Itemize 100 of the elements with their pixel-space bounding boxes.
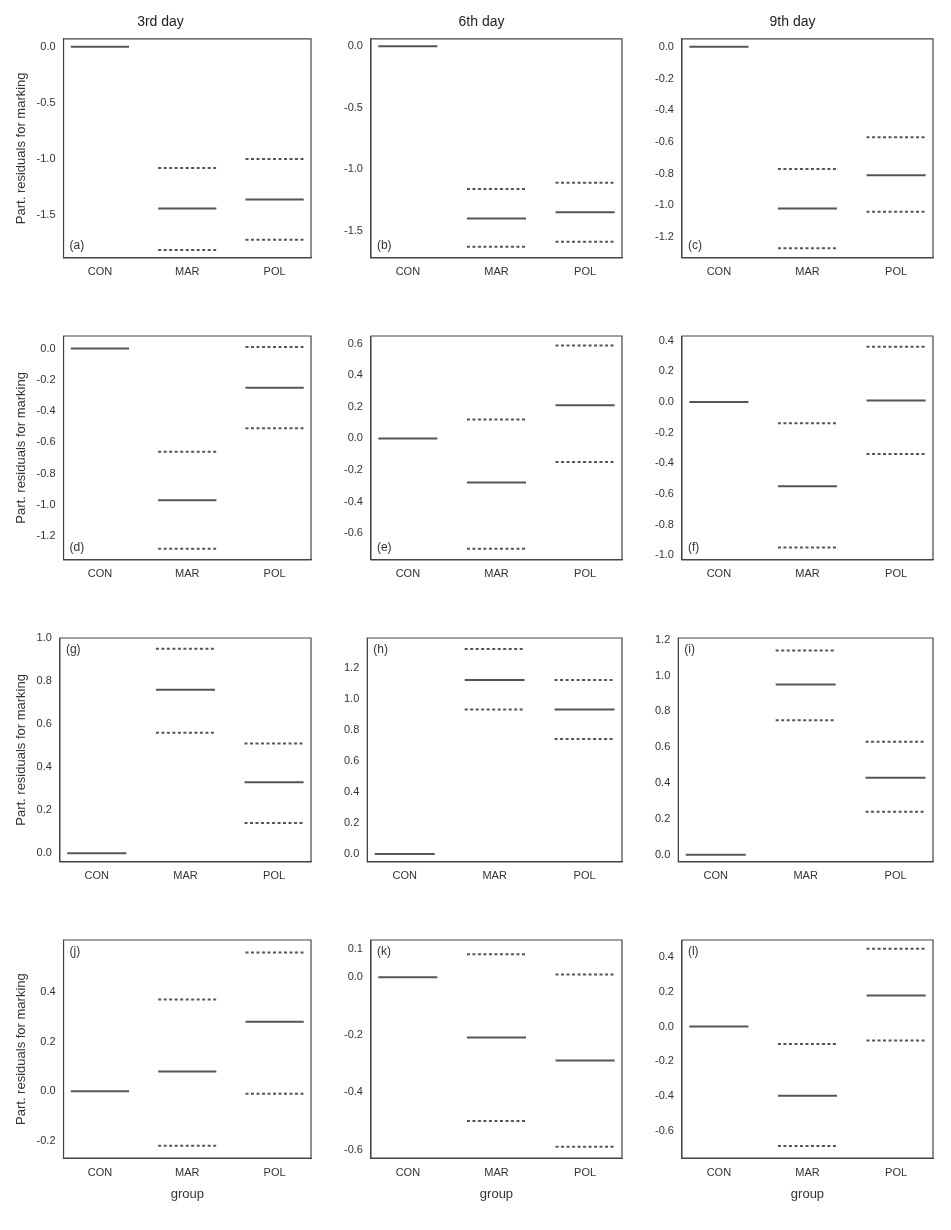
annotation: (d) — [69, 540, 85, 555]
chart-title: 3rd day — [137, 13, 184, 30]
x-tick-label: POL — [884, 869, 907, 882]
y-tick-label: -1.5 — [343, 223, 363, 236]
annotation: (j) — [69, 944, 81, 959]
x-tick-label: CON — [84, 869, 110, 882]
y-tick-label: 0.4 — [658, 333, 674, 346]
y-tick-label: 1.0 — [343, 691, 360, 704]
x-tick-label: MAR — [175, 265, 200, 278]
y-tick-label: -0.4 — [654, 103, 674, 116]
y-tick-label: 0.8 — [654, 704, 671, 717]
y-tick-label: -1.0 — [654, 548, 674, 561]
x-tick-label: CON — [706, 265, 732, 278]
x-tick-label: POL — [263, 567, 286, 580]
y-tick-label: 0.0 — [40, 39, 56, 52]
y-tick-label: 0.4 — [658, 950, 674, 963]
x-tick-label: CON — [395, 265, 421, 278]
y-tick-label: 0.0 — [347, 431, 363, 444]
x-tick-label: MAR — [484, 1165, 509, 1178]
x-tick-label: POL — [573, 869, 596, 882]
y-tick-label: 0.2 — [343, 815, 360, 828]
y-tick-label: 0.2 — [40, 1034, 56, 1047]
x-axis-title: group — [790, 1185, 825, 1201]
y-tick-label: -0.2 — [654, 425, 674, 438]
y-tick-label: -1.0 — [36, 152, 56, 164]
y-tick-label: -0.6 — [654, 486, 674, 499]
y-tick-label: 0.6 — [36, 717, 52, 730]
x-tick-label: CON — [395, 567, 421, 580]
y-tick-label: 0.2 — [654, 811, 671, 824]
y-axis-title: Part. residuals for marking — [13, 372, 29, 524]
y-axis-title: Part. residuals for marking — [13, 72, 29, 225]
y-tick-label: 0.2 — [347, 399, 363, 412]
x-tick-label: CON — [87, 1165, 113, 1178]
x-tick-label: POL — [574, 1165, 597, 1178]
y-axis-title: Part. residuals for marking — [13, 973, 29, 1125]
x-tick-label: MAR — [795, 567, 820, 580]
y-tick-label: 1.2 — [654, 632, 671, 645]
y-tick-label: 0.6 — [654, 740, 671, 753]
y-tick-label: 0.0 — [347, 39, 363, 52]
y-tick-label: -1.2 — [36, 529, 56, 542]
y-tick-label: -1.0 — [654, 198, 674, 211]
y-tick-label: -1.0 — [343, 162, 363, 175]
annotation: (g) — [65, 642, 81, 657]
y-tick-label: 0.1 — [347, 941, 363, 954]
x-axis-title: group — [479, 1185, 514, 1201]
y-tick-label: 0.4 — [343, 784, 360, 797]
y-tick-label: 0.2 — [658, 984, 674, 997]
y-tick-label: -0.8 — [36, 466, 56, 479]
x-tick-label: CON — [706, 1165, 732, 1178]
y-tick-label: -0.5 — [343, 100, 363, 113]
y-tick-label: 0.6 — [343, 753, 360, 766]
x-tick-label: CON — [87, 567, 113, 580]
y-tick-label: -0.8 — [654, 166, 674, 179]
y-tick-label: -0.4 — [343, 494, 363, 507]
x-tick-label: POL — [263, 265, 286, 278]
y-tick-label: 0.2 — [658, 364, 674, 377]
y-tick-label: 0.4 — [40, 985, 56, 998]
annotation: (b) — [376, 238, 392, 253]
x-tick-label: POL — [574, 567, 597, 580]
chart-title: 9th day — [769, 13, 816, 30]
x-tick-label: CON — [392, 869, 418, 882]
x-tick-label: POL — [885, 265, 908, 278]
x-tick-label: POL — [574, 265, 597, 278]
y-tick-label: 1.0 — [36, 631, 52, 644]
y-tick-label: 0.0 — [347, 970, 363, 983]
y-tick-label: -0.4 — [654, 456, 674, 469]
y-tick-label: -0.6 — [654, 134, 674, 147]
y-tick-label: -0.2 — [36, 1133, 56, 1146]
annotation: (l) — [687, 944, 699, 959]
y-tick-label: -0.4 — [343, 1085, 363, 1098]
x-tick-label: CON — [395, 1165, 421, 1178]
y-tick-label: 0.0 — [343, 847, 360, 860]
annotation: (k) — [376, 944, 391, 959]
y-tick-label: -0.8 — [654, 517, 674, 530]
y-tick-label: -0.2 — [343, 463, 363, 475]
x-tick-label: CON — [87, 265, 113, 278]
y-tick-label: -1.5 — [36, 208, 56, 221]
x-tick-label: CON — [703, 869, 729, 882]
x-tick-label: MAR — [482, 869, 507, 882]
y-tick-label: 0.0 — [658, 1019, 674, 1032]
annotation: (h) — [373, 642, 388, 657]
y-tick-label: -1.0 — [36, 498, 56, 511]
y-tick-label: -0.2 — [654, 71, 674, 84]
annotation: (e) — [376, 540, 392, 555]
y-tick-label: -0.5 — [36, 95, 56, 108]
x-tick-label: POL — [263, 869, 286, 882]
y-tick-label: -0.6 — [343, 526, 363, 539]
y-tick-label: 0.0 — [658, 394, 674, 407]
chart-title: 6th day — [458, 13, 505, 30]
annotation: (a) — [69, 238, 85, 253]
x-tick-label: MAR — [793, 869, 818, 882]
y-axis-title: Part. residuals for marking — [13, 674, 29, 826]
y-tick-label: 0.2 — [36, 803, 52, 816]
x-tick-label: POL — [885, 1165, 908, 1178]
x-tick-label: MAR — [175, 567, 200, 580]
x-tick-label: POL — [263, 1165, 286, 1178]
y-tick-label: -1.2 — [654, 230, 674, 243]
y-tick-label: 1.2 — [343, 660, 360, 673]
y-tick-label: 0.4 — [654, 776, 671, 789]
y-tick-label: -0.4 — [36, 404, 56, 417]
